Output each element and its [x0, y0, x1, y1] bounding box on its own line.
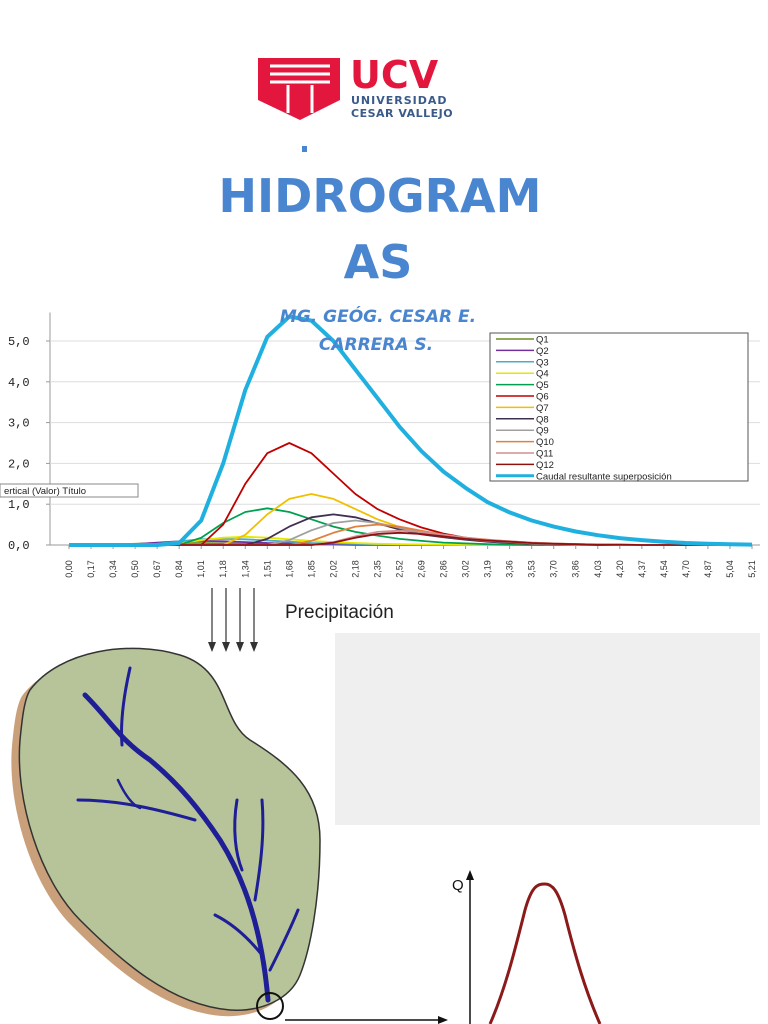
series-line: [69, 314, 753, 547]
x-tick-label: 2,35: [372, 560, 382, 578]
x-tick-label: 3,02: [461, 560, 471, 578]
y-tick-label: 1,0: [8, 498, 30, 512]
x-tick-label: 4,54: [659, 560, 669, 578]
basin: [18, 647, 321, 1011]
legend-label: Q12: [536, 460, 554, 471]
outlet: [256, 992, 284, 1020]
x-tick-label: 1,01: [196, 560, 206, 578]
x-tick-label: 4,70: [681, 560, 691, 578]
x-tick-label: 1,68: [284, 560, 294, 578]
x-tick-label: 4,03: [593, 560, 603, 578]
logo-line: CESAR VALLEJO: [351, 107, 453, 120]
series-line: [69, 493, 752, 546]
x-tick-label: 0,34: [108, 560, 118, 578]
title-line: AS: [344, 235, 413, 289]
legend-label: Q2: [536, 346, 549, 357]
x-tick-label: 2,18: [350, 560, 360, 578]
y-tick-label: 0,0: [8, 539, 30, 553]
x-tick-label: 0,50: [130, 560, 140, 578]
legend-label: Q3: [536, 357, 549, 368]
x-tick-label: 1,85: [306, 560, 316, 578]
legend-label: Q1: [536, 335, 549, 346]
flow-arrow-head: [438, 1016, 448, 1024]
q-axis-head: [466, 870, 474, 880]
legend-label: Q9: [536, 426, 549, 437]
series-line: [69, 531, 752, 546]
legend-label: Q8: [536, 414, 549, 425]
axis-tooltip-text: ertical (Valor) Título: [4, 486, 86, 497]
x-tick-label: 5,21: [747, 560, 757, 578]
x-tick-label: 0,67: [152, 560, 162, 578]
hydrograph-curve: [488, 882, 602, 1024]
x-tick-label: 1,34: [240, 560, 250, 578]
legend-label: Q10: [536, 437, 554, 448]
axis-tooltip: [0, 483, 139, 498]
x-tick-label: 4,20: [615, 560, 625, 578]
logo-stripes: [270, 64, 330, 84]
y-tick-label: 2,0: [8, 457, 30, 471]
logo-stripes: [286, 85, 314, 113]
logo: UCV UNIVERSIDAD CESAR VALLEJO: [258, 53, 453, 120]
legend-label: Q5: [536, 380, 549, 391]
y-tick-label: 3,0: [8, 417, 30, 431]
x-tick-label: 0,00: [64, 560, 74, 578]
title-line: HIDROGRAM: [219, 169, 542, 223]
logo-line: UNIVERSIDAD: [351, 94, 448, 107]
legend-label: Q4: [536, 369, 549, 380]
y-tick-label: 4,0: [8, 376, 30, 390]
legend-label: Q11: [536, 449, 553, 460]
x-tick-label: 2,52: [394, 560, 404, 578]
chart: 0,0 1,0 2,0 3,0 4,0 5,0 0,00 0,17 0,34 0,50 0,67 0,…: [0, 312, 760, 578]
legend-label: Q6: [536, 392, 549, 403]
x-tick-label: 2,02: [328, 560, 338, 578]
author-line: MG. GEÓG. CESAR E.: [280, 305, 476, 327]
x-tick-label: 5,04: [725, 560, 735, 578]
x-tick-label: 3,70: [549, 560, 559, 578]
x-tick-label: 3,53: [527, 560, 537, 578]
x-tick-label: 4,87: [703, 560, 713, 578]
author-line: CARRERA S.: [319, 335, 433, 355]
x-tick-label: 3,19: [483, 560, 493, 578]
placeholder-box: [335, 633, 760, 825]
legend-label: Caudal resultante superposición: [536, 471, 672, 482]
logo-main: UCV: [350, 53, 439, 97]
river-network: [76, 666, 300, 1003]
diagram: Precipitación Q: [11, 588, 760, 1024]
y-tick-label: 5,0: [8, 335, 30, 349]
x-tick-label: 0,17: [86, 560, 96, 578]
x-tick-label: 4,37: [637, 560, 647, 578]
x-tick-label: 2,86: [439, 560, 449, 578]
q-axis-label: Q: [452, 877, 464, 894]
x-tick-label: 1,18: [218, 560, 228, 578]
precipitation-label: Precipitación: [285, 602, 394, 623]
dot: [302, 146, 307, 152]
x-tick-label: 3,86: [571, 560, 581, 578]
x-tick-label: 3,36: [505, 560, 515, 578]
x-tick-label: 2,69: [417, 560, 427, 578]
x-tick-label: 0,84: [174, 560, 184, 578]
x-tick-label: 1,51: [262, 560, 272, 578]
legend-label: Q7: [536, 403, 549, 414]
rain-arrows: [208, 588, 258, 652]
